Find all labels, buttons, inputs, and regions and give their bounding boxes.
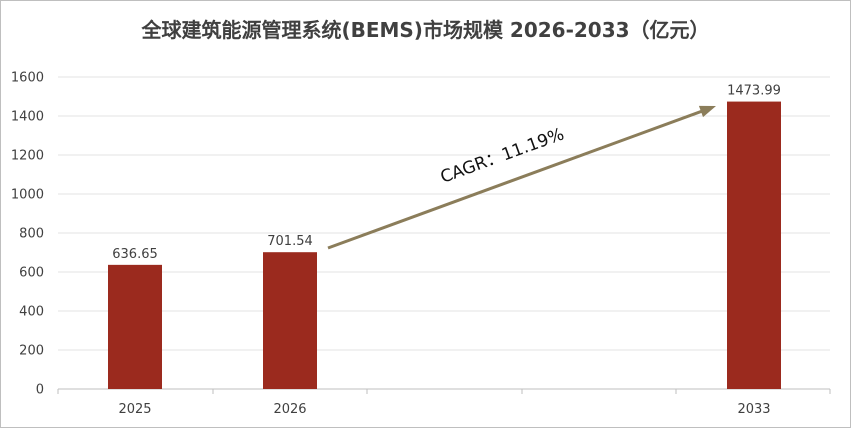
cagr-arrow-line — [327, 108, 707, 250]
bar-2026 — [263, 252, 317, 389]
y-tick-label: 600 — [19, 266, 44, 281]
y-tick-label: 200 — [19, 344, 44, 359]
cagr-annotation: CAGR：11.19% — [327, 105, 716, 250]
y-tick-label: 1200 — [11, 149, 44, 164]
y-tick-label: 1400 — [11, 110, 44, 125]
data-labels: 636.65 701.54 1473.99 — [112, 84, 781, 262]
cagr-arrow-head — [698, 105, 716, 118]
y-tick-label: 800 — [19, 227, 44, 242]
y-tick-label: 0 — [36, 383, 44, 398]
data-label-2033: 1473.99 — [727, 84, 781, 99]
chart-title: 全球建筑能源管理系统(BEMS)市场规模 2026-2033（亿元） — [141, 18, 710, 42]
bar-2033 — [727, 101, 781, 389]
y-tick-label: 1600 — [11, 71, 44, 86]
y-tick-label: 1000 — [11, 188, 44, 203]
bar-2025 — [108, 264, 162, 389]
cagr-label: CAGR：11.19% — [438, 124, 567, 187]
data-label-2026: 701.54 — [267, 234, 313, 249]
x-tick-label-2025: 2025 — [118, 402, 151, 417]
bars — [108, 101, 781, 389]
gridlines — [58, 76, 830, 351]
x-tick-label-2026: 2026 — [273, 402, 306, 417]
x-tick-label-2033: 2033 — [737, 402, 770, 417]
y-tick-label: 400 — [19, 305, 44, 320]
data-label-2025: 636.65 — [112, 247, 158, 262]
axes: 0 200 400 600 800 1000 1200 1400 1600 2025 2026 203… — [11, 71, 831, 417]
